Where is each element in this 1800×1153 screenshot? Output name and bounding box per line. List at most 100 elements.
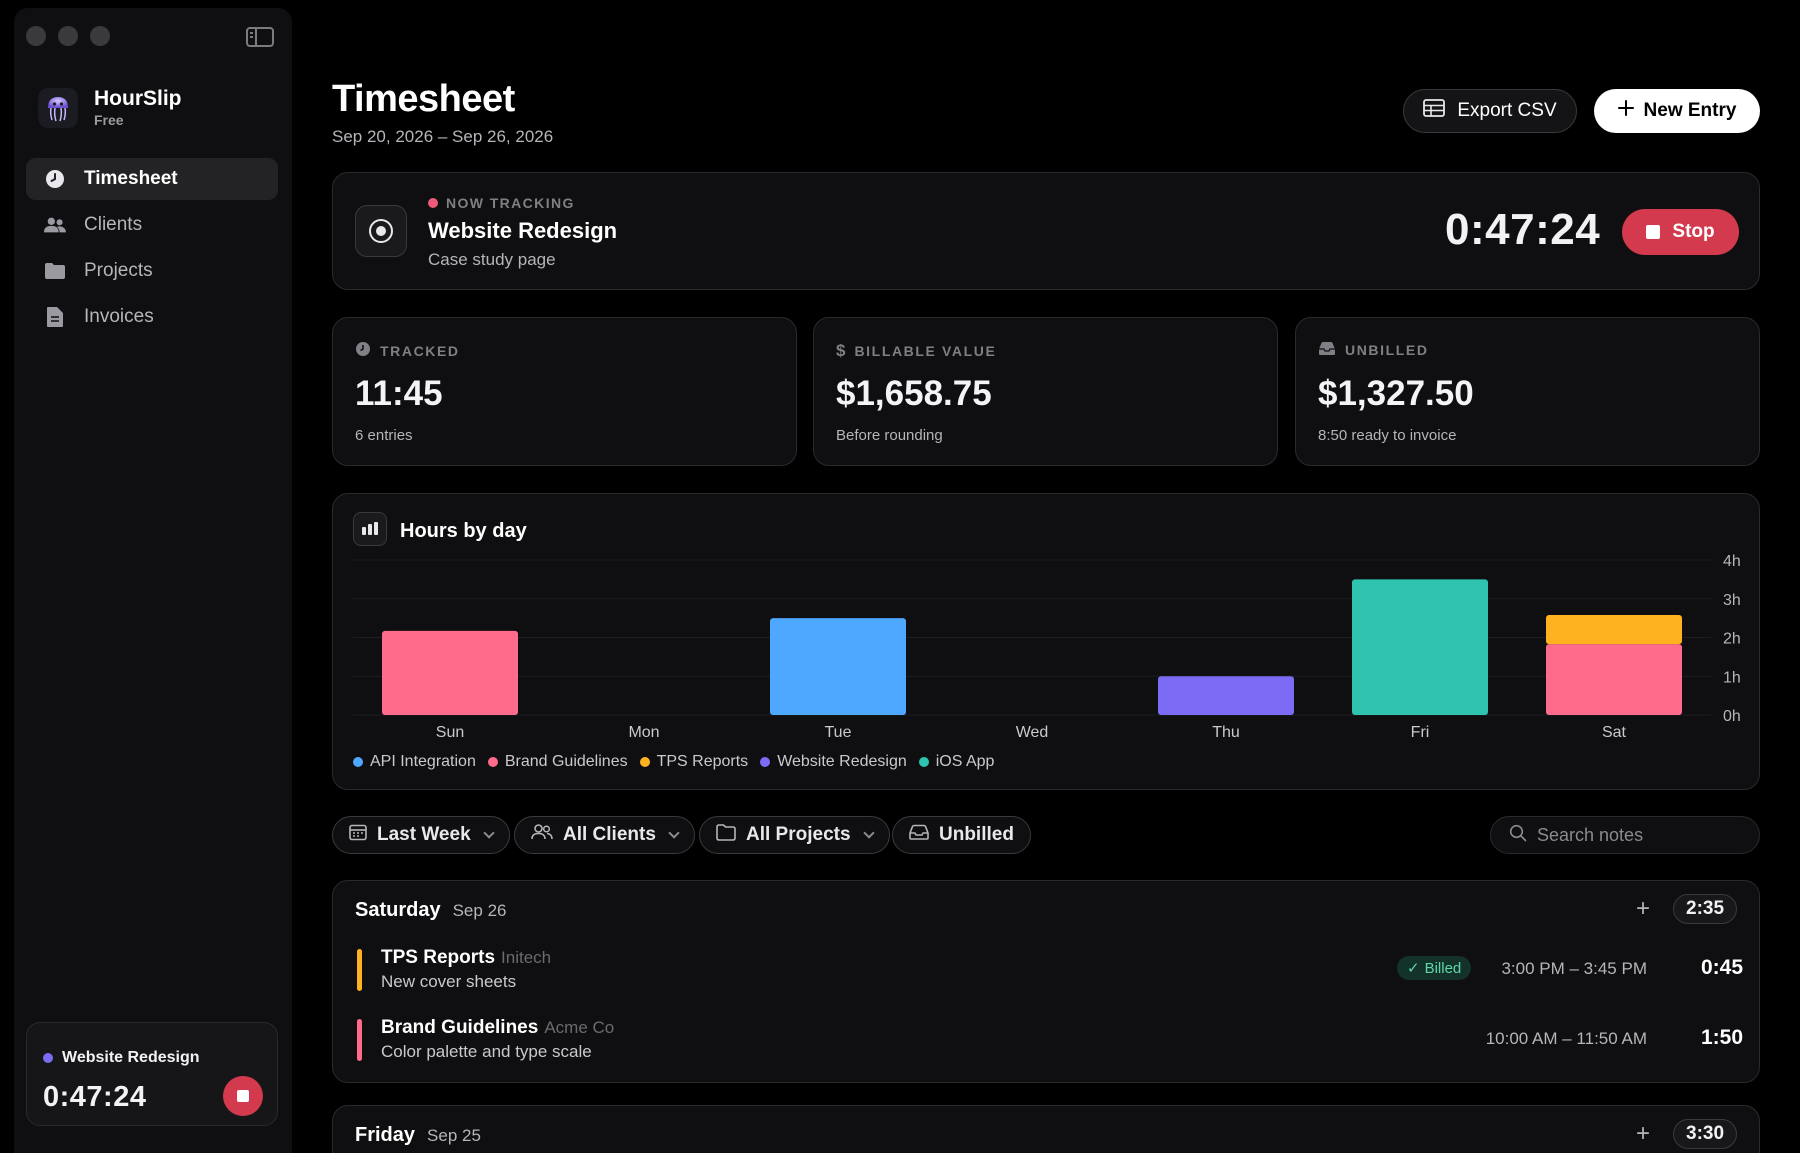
zoom-window-button[interactable] bbox=[90, 26, 110, 46]
entry-project: TPS Reports Initech bbox=[381, 947, 551, 969]
sidebar-item-label: Projects bbox=[84, 260, 153, 281]
legend-item: Brand Guidelines bbox=[487, 753, 628, 771]
inbox-icon bbox=[909, 824, 929, 846]
legend-label: iOS App bbox=[935, 753, 995, 770]
stat-card-billable: $ BILLABLE VALUE $1,658.75 Before roundi… bbox=[813, 317, 1278, 466]
x-tick-label: Wed bbox=[1016, 724, 1049, 741]
billed-badge: ✓ Billed bbox=[1397, 956, 1472, 980]
legend-item: Website Redesign bbox=[760, 753, 907, 771]
mini-tracker[interactable]: Website Redesign 0:47:24 bbox=[26, 1022, 278, 1126]
stat-subtext: 6 entries bbox=[355, 427, 413, 444]
sidebar-toggle-icon[interactable] bbox=[246, 27, 274, 47]
sidebar-item-label: Timesheet bbox=[84, 168, 178, 189]
stat-label: TRACKED bbox=[355, 341, 460, 360]
legend-color-dot bbox=[760, 757, 771, 767]
stat-label-text: BILLABLE VALUE bbox=[854, 343, 997, 359]
bar-segment-sun-1[interactable] bbox=[382, 630, 518, 715]
stat-card-unbilled: UNBILLED $1,327.50 8:50 ready to invoice bbox=[1295, 317, 1760, 466]
clients-filter[interactable]: All Clients bbox=[514, 816, 695, 854]
search-icon bbox=[1509, 824, 1527, 847]
sidebar-item-clients[interactable]: Clients bbox=[26, 204, 278, 246]
stop-icon bbox=[237, 1090, 249, 1102]
entry-time-range: 10:00 AM – 11:50 AM bbox=[1485, 1029, 1647, 1048]
new-entry-button[interactable]: New Entry bbox=[1594, 89, 1760, 133]
plan-label: Free bbox=[94, 112, 124, 128]
legend-item: TPS Reports bbox=[639, 753, 748, 771]
stat-value: $1,327.50 bbox=[1318, 374, 1474, 413]
stat-subtext: Before rounding bbox=[836, 427, 943, 444]
page-title: Timesheet bbox=[332, 78, 515, 120]
entry-project-name: Brand Guidelines bbox=[381, 1017, 539, 1038]
users-icon bbox=[44, 214, 66, 236]
billed-badge-label: Billed bbox=[1424, 959, 1462, 977]
now-tracking-project: Website Redesign bbox=[428, 218, 618, 243]
legend-color-dot bbox=[918, 757, 929, 767]
stop-icon bbox=[1646, 225, 1661, 239]
projects-filter[interactable]: All Projects bbox=[699, 816, 890, 854]
billing-filter[interactable]: Unbilled bbox=[892, 816, 1031, 854]
billing-filter-label: Unbilled bbox=[939, 824, 1014, 845]
x-tick-label: Mon bbox=[628, 724, 659, 741]
day-header: Saturday Sep 26 bbox=[355, 899, 506, 922]
plus-icon bbox=[1617, 100, 1634, 122]
clock-icon bbox=[44, 168, 66, 190]
entry-time-range: 3:00 PM – 3:45 PM bbox=[1501, 959, 1647, 978]
export-csv-button[interactable]: Export CSV bbox=[1403, 89, 1577, 133]
chart-legend: API Integration Brand Guidelines TPS Repor… bbox=[353, 753, 994, 771]
add-entry-button[interactable]: + bbox=[1635, 895, 1650, 922]
day-name: Friday bbox=[355, 1124, 416, 1146]
close-window-button[interactable] bbox=[26, 26, 46, 46]
legend-label: Website Redesign bbox=[777, 753, 907, 770]
stat-label-text: UNBILLED bbox=[1345, 342, 1429, 358]
minimize-window-button[interactable] bbox=[58, 26, 78, 46]
stat-value: $1,658.75 bbox=[836, 374, 992, 413]
y-tick-label: 0h bbox=[1723, 708, 1741, 725]
check-icon: ✓ bbox=[1407, 960, 1420, 977]
legend-color-dot bbox=[639, 757, 650, 767]
mini-tracker-time: 0:47:24 bbox=[43, 1081, 147, 1113]
day-total: 3:30 bbox=[1673, 1119, 1738, 1149]
entry-duration: 0:45 bbox=[1700, 956, 1743, 979]
entry-row[interactable]: Brand Guidelines Acme Co Color palette an… bbox=[357, 1017, 1743, 1063]
now-tracking-text: NOW TRACKING bbox=[446, 195, 575, 211]
now-tracking-card: NOW TRACKING Website Redesign Case study… bbox=[332, 172, 1760, 290]
window-controls bbox=[26, 26, 110, 46]
stop-button[interactable]: Stop bbox=[1622, 209, 1739, 255]
document-icon bbox=[44, 306, 66, 328]
entry-note: New cover sheets bbox=[381, 972, 517, 991]
app-name: HourSlip bbox=[94, 87, 182, 110]
bar-segment-tue-0[interactable] bbox=[770, 618, 906, 715]
y-tick-label: 1h bbox=[1723, 669, 1741, 686]
hours-by-day-chart: 0h 1h 2h 3h 4h Sun Mon Tue Wed Thu Fri Sat bbox=[353, 553, 1741, 741]
sidebar-item-timesheet[interactable]: Timesheet bbox=[26, 158, 278, 200]
sidebar-item-invoices[interactable]: Invoices bbox=[26, 296, 278, 338]
sidebar-item-projects[interactable]: Projects bbox=[26, 250, 278, 292]
bar-segment-fri-4[interactable] bbox=[1352, 579, 1488, 715]
bar-segment-thu-3[interactable] bbox=[1158, 676, 1294, 715]
folder-icon bbox=[44, 260, 66, 282]
search-field[interactable] bbox=[1490, 816, 1760, 854]
stat-label: UNBILLED bbox=[1318, 341, 1429, 359]
project-color-bar bbox=[357, 1019, 362, 1061]
x-tick-label: Sun bbox=[436, 724, 464, 741]
x-tick-label: Sat bbox=[1602, 724, 1627, 741]
legend-label: API Integration bbox=[370, 753, 476, 770]
chart-title: Hours by day bbox=[400, 520, 527, 542]
new-entry-label: New Entry bbox=[1643, 100, 1737, 121]
bar-segment-sat-1[interactable] bbox=[1546, 644, 1682, 715]
stat-subtext: 8:50 ready to invoice bbox=[1318, 427, 1457, 444]
day-card-saturday: Saturday Sep 26 + 2:35 TPS Reports Initec… bbox=[332, 880, 1760, 1083]
bar-chart-icon bbox=[353, 512, 387, 546]
now-tracking-label: NOW TRACKING bbox=[428, 195, 575, 211]
stat-label: $ BILLABLE VALUE bbox=[836, 341, 996, 361]
entry-row[interactable]: TPS Reports Initech New cover sheets ✓ Bi… bbox=[357, 947, 1743, 993]
add-entry-button[interactable]: + bbox=[1635, 1120, 1650, 1147]
search-input[interactable] bbox=[1537, 824, 1737, 846]
mini-stop-button[interactable] bbox=[223, 1076, 263, 1116]
chevron-down-icon bbox=[862, 827, 875, 839]
bar-segment-sat-2[interactable] bbox=[1546, 615, 1682, 645]
day-card-friday: Friday Sep 25 + 3:30 bbox=[332, 1105, 1760, 1153]
range-filter[interactable]: Last Week bbox=[332, 816, 510, 854]
sidebar: HourSlip Free Timesheet Clients Projects bbox=[14, 8, 292, 1153]
clients-filter-label: All Clients bbox=[563, 824, 656, 845]
